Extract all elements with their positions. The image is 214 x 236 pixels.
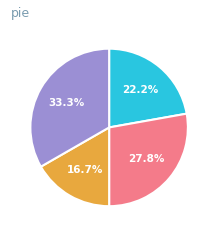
Text: 16.7%: 16.7% — [67, 165, 103, 175]
Wedge shape — [109, 114, 188, 206]
Wedge shape — [30, 49, 109, 167]
Text: 27.8%: 27.8% — [128, 154, 165, 164]
Text: 33.3%: 33.3% — [49, 98, 85, 108]
Wedge shape — [41, 127, 109, 206]
Text: pie: pie — [11, 7, 30, 20]
Text: 22.2%: 22.2% — [122, 85, 159, 95]
Wedge shape — [109, 49, 187, 127]
